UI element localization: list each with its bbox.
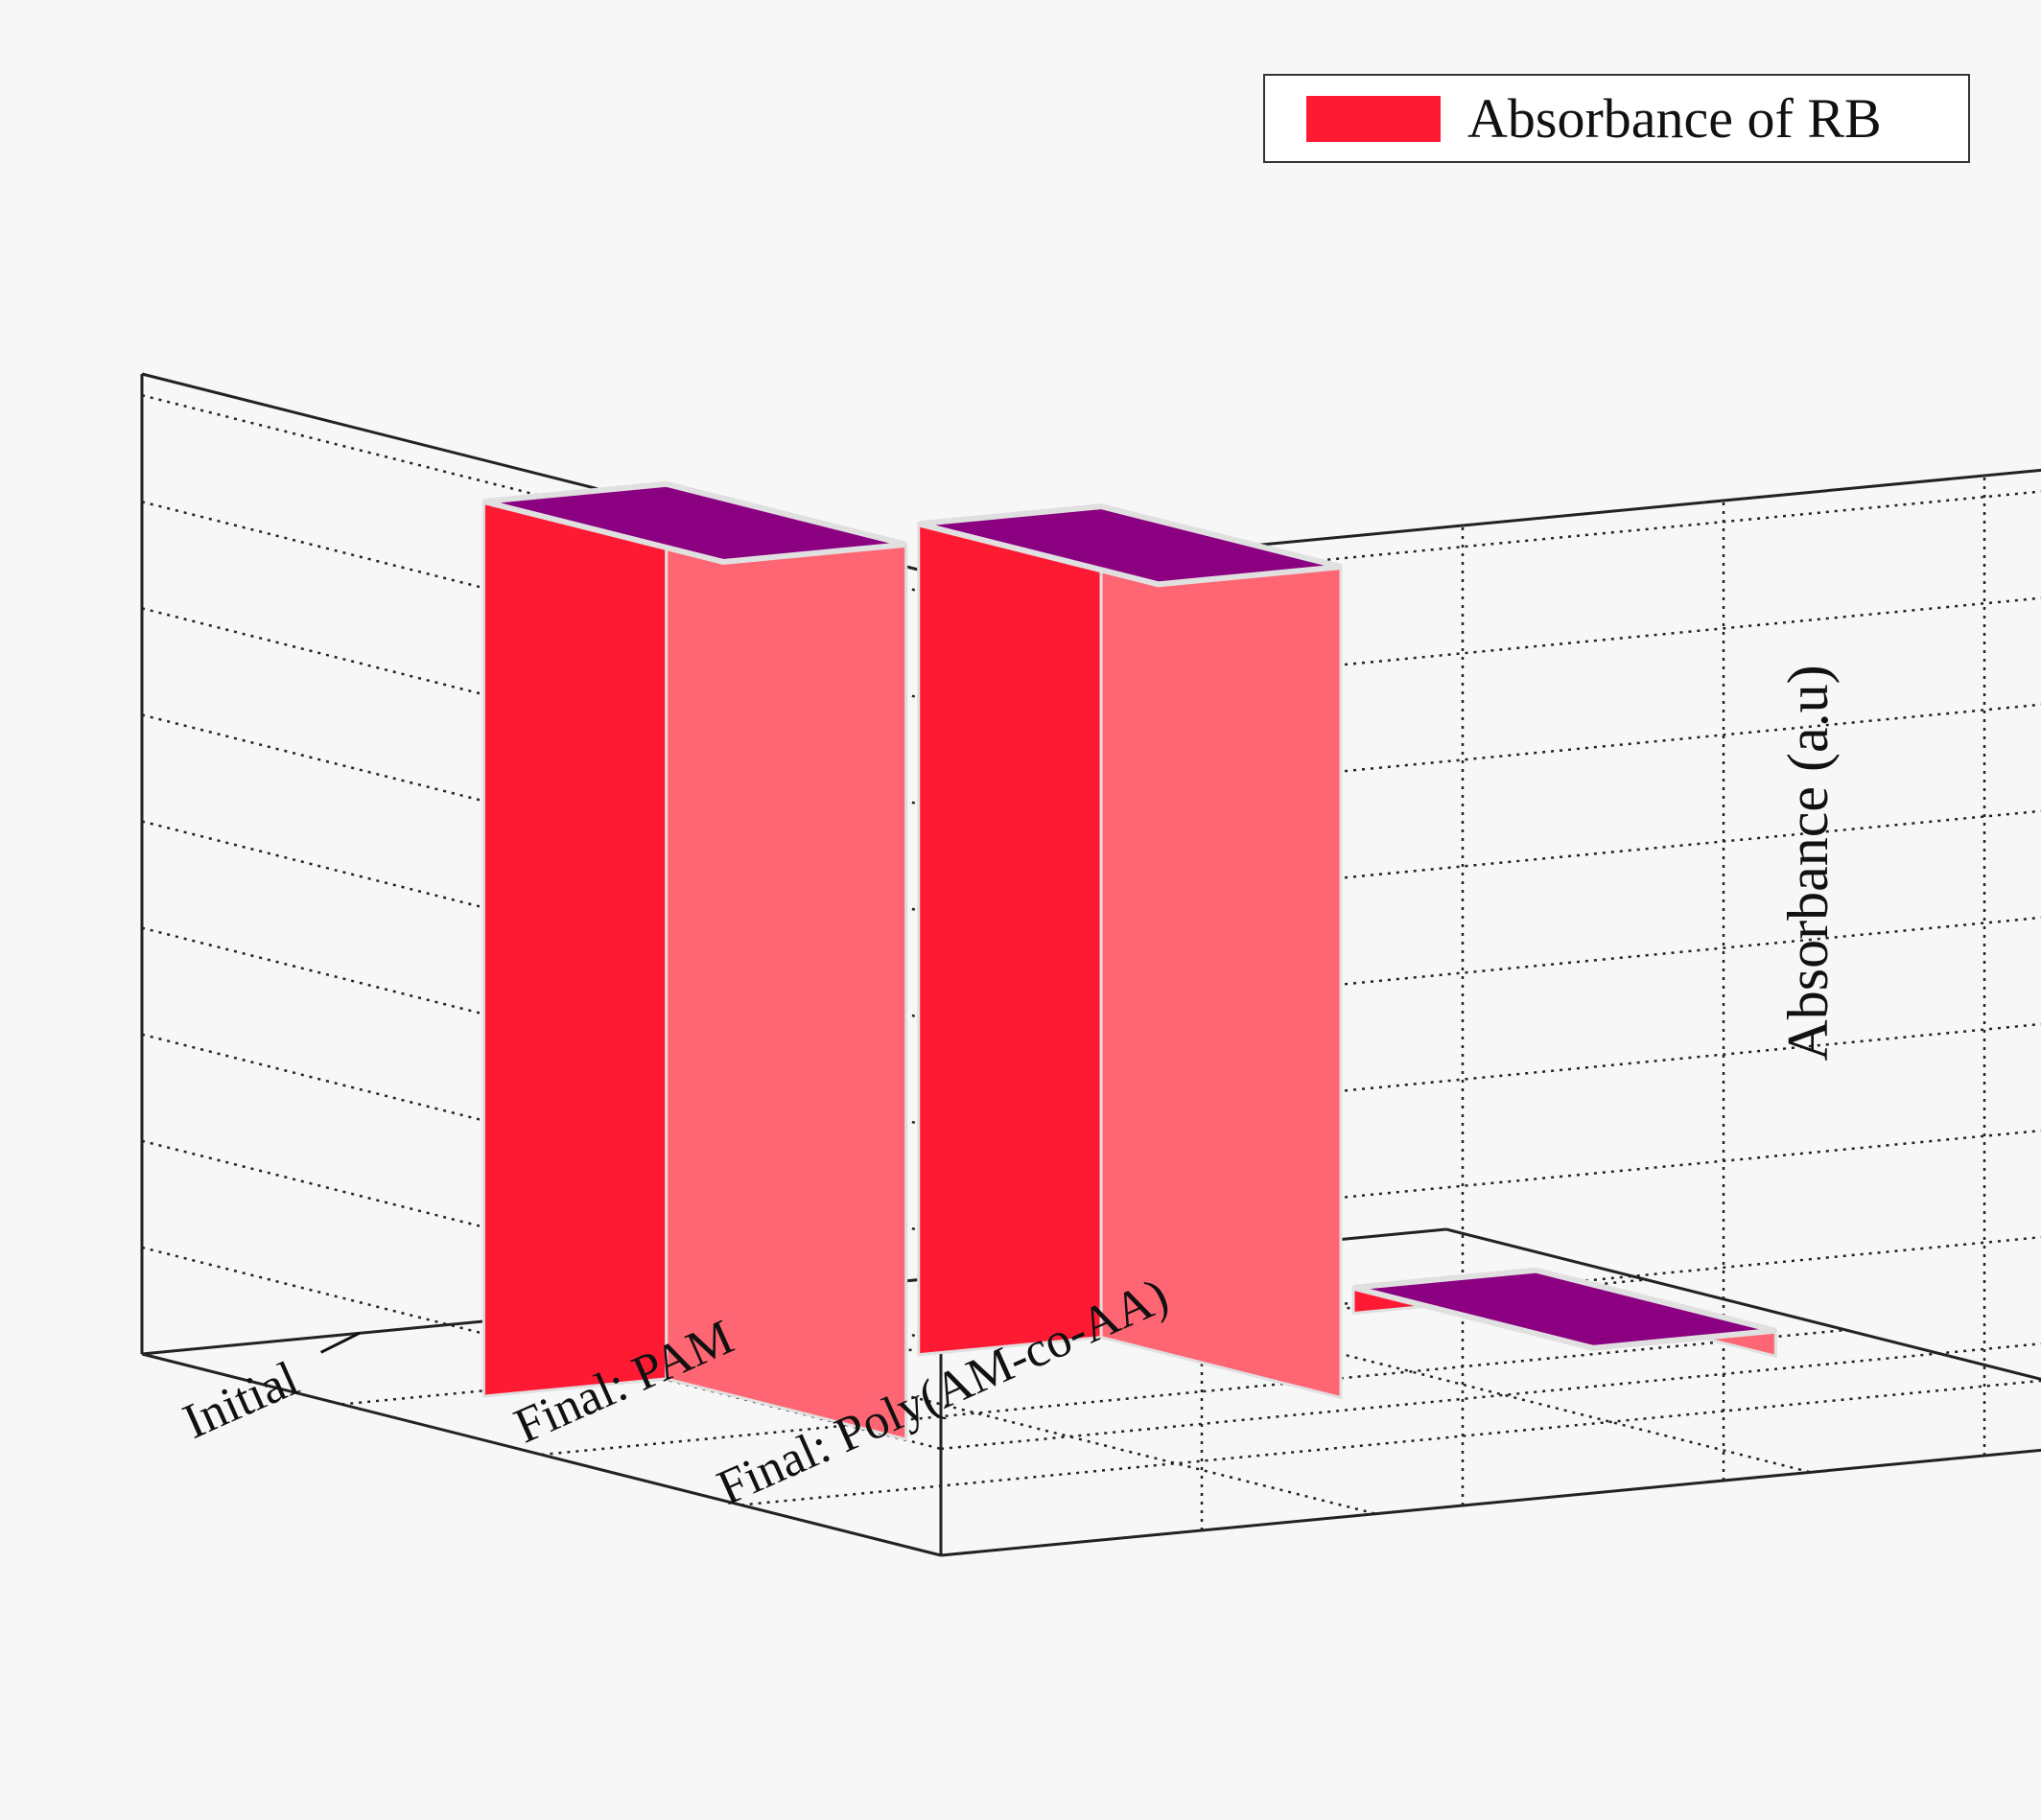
bar [1351, 1267, 1777, 1359]
legend: Absorbance of RB [1263, 74, 1970, 163]
frame-edge [141, 1352, 942, 1557]
bar-front-face [917, 504, 1103, 1357]
bar-top-face [482, 480, 907, 566]
frame-edge [1445, 1227, 2041, 1381]
floor-gridline [541, 1328, 1846, 1457]
legend-label: Absorbance of RB [1467, 87, 1882, 150]
bar-front-face [481, 482, 669, 1398]
category-axis-tick [319, 1331, 361, 1354]
frame-edge [940, 1448, 2041, 1557]
legend-swatch [1306, 96, 1441, 142]
bar [481, 480, 908, 1441]
bar [917, 503, 1343, 1400]
y-axis-title: Absorbance (a.u) [1776, 665, 1840, 1061]
bar-top-face [917, 503, 1342, 588]
bar-side-face [665, 481, 908, 1441]
back-wall-gridline [940, 1342, 2041, 1451]
bar-side-face [1099, 504, 1343, 1400]
floor-gridline [740, 1379, 2041, 1506]
bars-layer [481, 480, 1777, 1441]
bar-top-face [1352, 1267, 1777, 1351]
